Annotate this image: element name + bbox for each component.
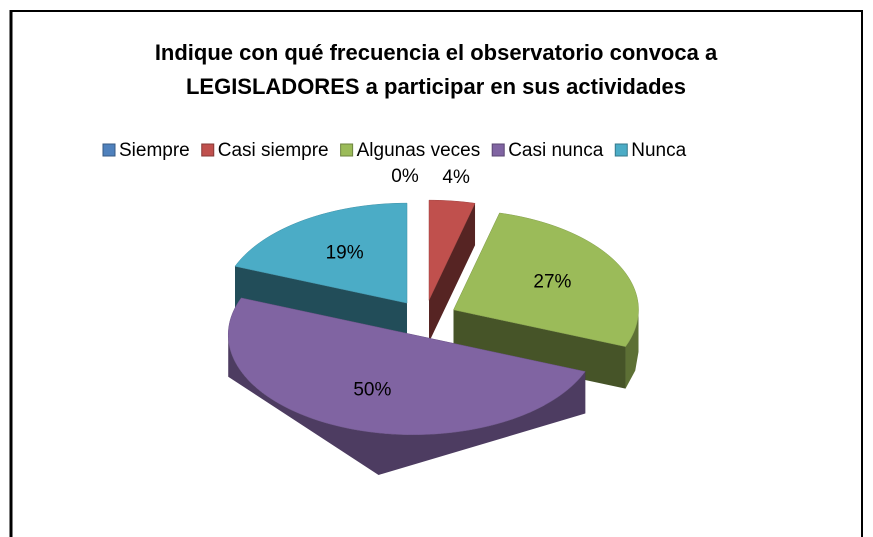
- slice-top: [428, 199, 476, 301]
- data-label: 27%: [533, 272, 571, 293]
- legend-label: Nunca: [631, 140, 686, 161]
- chart-title: LEGISLADORES a participar en sus activid…: [186, 74, 686, 99]
- legend: Siempre Casi siempre Algunas veces Casi nun…: [102, 140, 687, 161]
- pie: [227, 199, 639, 475]
- slice: [227, 297, 586, 475]
- legend-swatch: [340, 143, 354, 157]
- data-label: 0%: [391, 166, 419, 187]
- legend-label: Siempre: [119, 140, 190, 161]
- slice: [428, 199, 476, 343]
- data-label: 50%: [353, 380, 391, 401]
- legend-swatch: [201, 143, 215, 157]
- data-label: 4%: [442, 167, 470, 188]
- legend-swatch: [614, 143, 628, 157]
- legend-label: Casi siempre: [218, 140, 329, 161]
- legend-label: Casi nunca: [508, 140, 603, 161]
- slice-top: [234, 202, 408, 304]
- slice-wall: [228, 334, 586, 475]
- data-label: 19%: [326, 243, 364, 264]
- slice-side: [429, 203, 476, 343]
- legend-swatch: [491, 143, 505, 157]
- slice: [453, 212, 639, 389]
- slice-side: [453, 309, 626, 389]
- slice-wall: [625, 309, 639, 389]
- slice-top: [227, 297, 586, 435]
- chart-title: Indique con qué frecuencia el observator…: [155, 40, 718, 65]
- data-labels: 0% 4% 27% 50% 19%: [326, 166, 572, 401]
- legend-label: Algunas veces: [357, 140, 481, 161]
- slice-top: [453, 212, 639, 347]
- legend-swatch: [102, 143, 116, 157]
